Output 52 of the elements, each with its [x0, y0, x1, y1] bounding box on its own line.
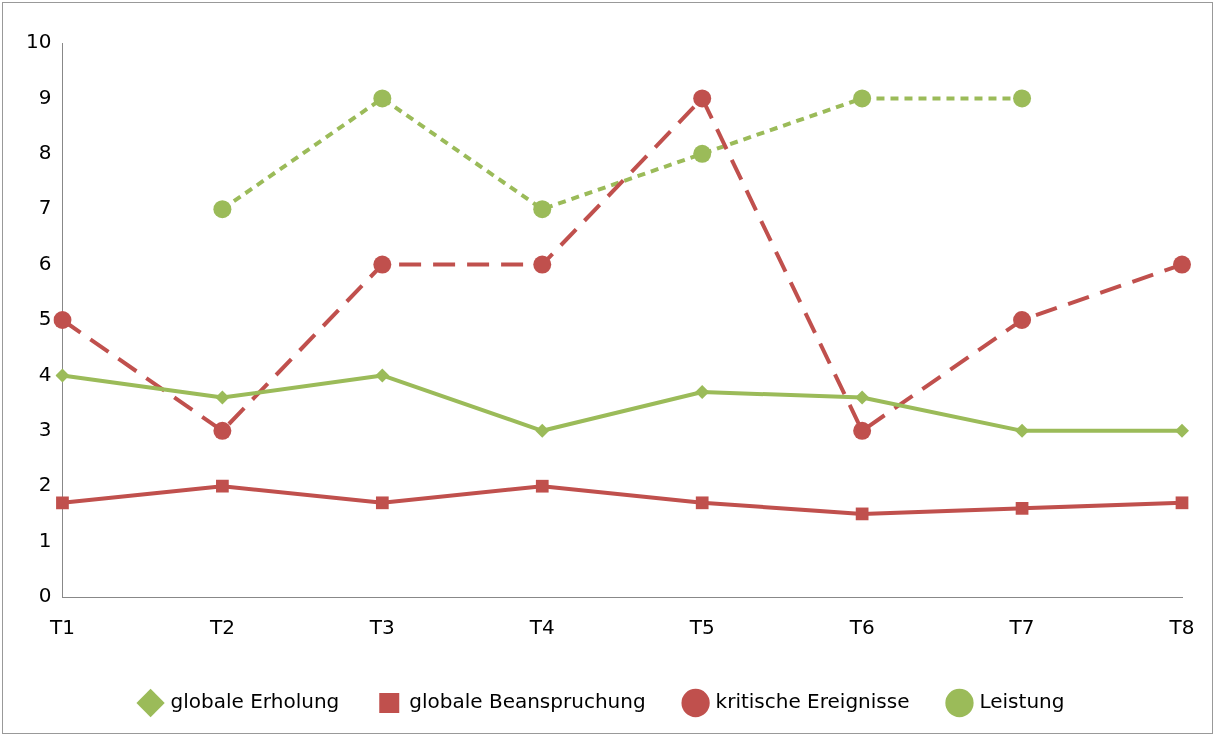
y-tick-label: 3 [38, 417, 52, 441]
point [1013, 311, 1032, 329]
point [216, 479, 229, 493]
point [375, 496, 389, 510]
y-tick-label: 7 [38, 195, 52, 220]
point [535, 423, 550, 438]
x-tick-label: T4 [528, 615, 555, 640]
y-tick-label: 1 [38, 527, 52, 552]
point [695, 385, 710, 400]
y-tick-label: 10 [26, 29, 52, 54]
legend-label: globale Beanspruchung [409, 689, 646, 714]
point [533, 200, 552, 219]
point [853, 89, 872, 108]
point [1175, 496, 1189, 510]
legend-label: kritische Ereignisse [715, 689, 910, 714]
x-tick-label: T5 [688, 615, 715, 640]
y-tick-label: 9 [38, 84, 52, 109]
point [53, 311, 72, 329]
x-tick-label: T8 [1168, 615, 1195, 640]
point [693, 89, 712, 108]
point [695, 496, 709, 510]
point [373, 89, 392, 108]
point [215, 390, 230, 405]
point [373, 255, 392, 274]
y-tick-label: 8 [38, 140, 52, 164]
point [855, 390, 870, 405]
point [213, 421, 232, 440]
point [1175, 423, 1189, 438]
point [55, 368, 70, 383]
point [853, 421, 872, 440]
legend-label: Leistung [979, 689, 1065, 714]
x-tick-label: T3 [368, 615, 395, 640]
x-tick-label: T7 [1008, 615, 1035, 640]
point [375, 368, 390, 383]
x-tick-label: T6 [848, 615, 875, 640]
point [213, 200, 232, 219]
point [1013, 89, 1032, 108]
point [533, 255, 552, 274]
y-tick-label: 4 [38, 361, 52, 386]
point [1173, 255, 1191, 274]
x-tick-label: T1 [48, 615, 75, 640]
point [535, 479, 549, 493]
point [1015, 502, 1029, 515]
point [1015, 423, 1030, 438]
y-tick-label: 6 [38, 250, 52, 275]
legend-label: globale Erholung [170, 689, 340, 714]
point [693, 144, 712, 163]
point [56, 496, 69, 510]
y-tick-label: 2 [38, 472, 52, 497]
y-tick-label: 0 [38, 583, 52, 608]
y-tick-label: 5 [38, 306, 52, 331]
x-tick-label: T2 [208, 615, 235, 640]
